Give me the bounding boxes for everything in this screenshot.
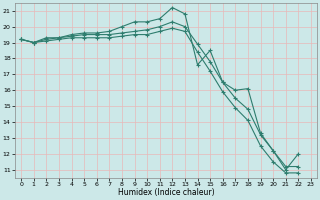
X-axis label: Humidex (Indice chaleur): Humidex (Indice chaleur) [118, 188, 214, 197]
